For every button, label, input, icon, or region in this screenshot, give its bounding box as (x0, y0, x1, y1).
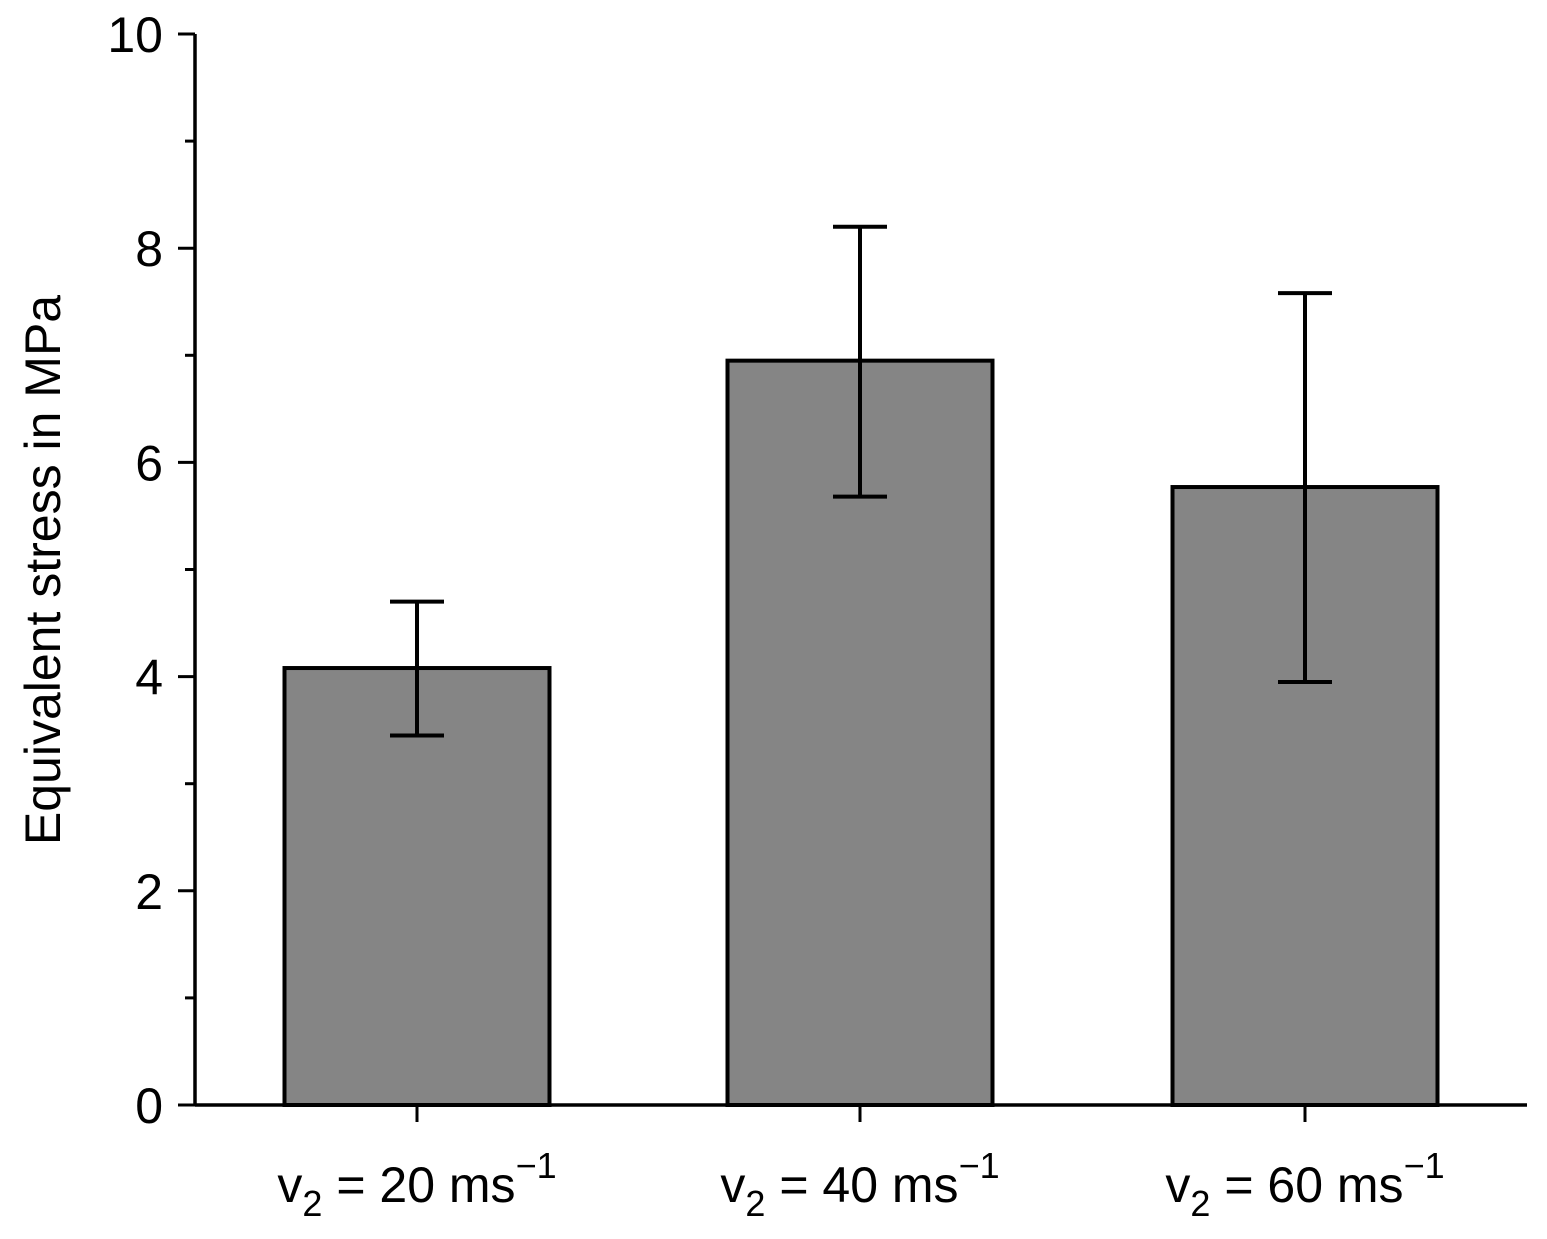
y-tick-label-6: 6 (135, 435, 163, 491)
y-tick-label-4: 4 (135, 650, 163, 706)
y-tick-label-0: 0 (135, 1078, 163, 1134)
x-tick-label-1-base: v (277, 1157, 302, 1213)
x-tick-label-3-base: v (1165, 1157, 1190, 1213)
x-tick-label-3: v2 = 60 ms−1 (1165, 1145, 1444, 1224)
x-tick-label-3-subscript: 2 (1190, 1183, 1210, 1224)
y-tick-label-10: 10 (107, 7, 163, 63)
x-tick-label-3-superscript: −1 (1404, 1145, 1445, 1186)
x-tick-label-2-text: = 40 ms (765, 1157, 958, 1213)
y-ticks-group: 0 2 4 6 8 10 (107, 7, 195, 1134)
error-bars-group (390, 224, 1332, 738)
y-axis-title: Equivalent stress in MPa (15, 295, 71, 845)
x-tick-label-2: v2 = 40 ms−1 (720, 1145, 999, 1224)
x-tick-label-1-superscript: −1 (516, 1145, 557, 1186)
x-tick-label-1-text: = 20 ms (322, 1157, 515, 1213)
x-ticks-group: v2 = 20 ms−1 v2 = 40 ms−1 v2 = 60 ms−1 (277, 1105, 1445, 1224)
bar-1 (282, 666, 552, 1107)
x-tick-label-2-subscript: 2 (745, 1183, 765, 1224)
x-tick-label-1: v2 = 20 ms−1 (277, 1145, 556, 1224)
x-tick-label-1-subscript: 2 (302, 1183, 322, 1224)
y-tick-label-8: 8 (135, 221, 163, 277)
y-tick-label-2: 2 (135, 864, 163, 920)
x-tick-label-2-superscript: −1 (959, 1145, 1000, 1186)
x-tick-label-3-text: = 60 ms (1210, 1157, 1403, 1213)
x-tick-label-2-base: v (720, 1157, 745, 1213)
